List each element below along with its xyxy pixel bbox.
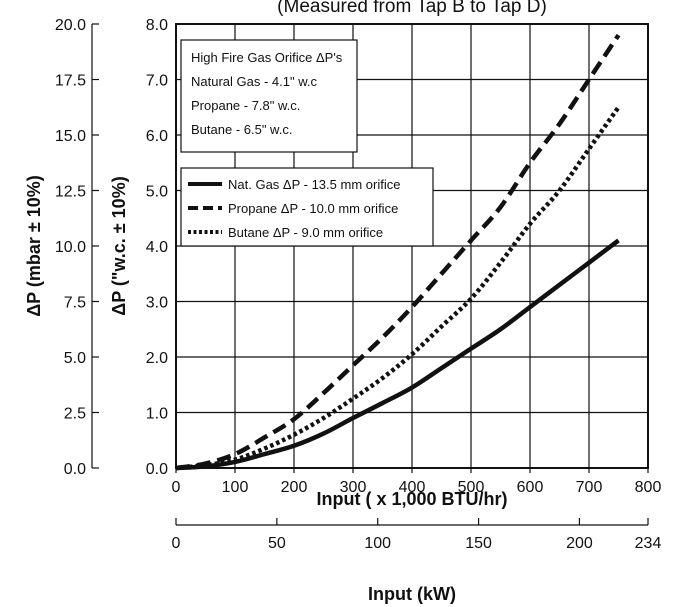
x-tick-label: 100 [222, 479, 249, 496]
x-tick-label: 600 [517, 479, 544, 496]
info-box-line: Butane - 6.5" w.c. [191, 122, 292, 137]
secondary-y-tick-label: 17.5 [55, 73, 86, 90]
info-box-heading: High Fire Gas Orifice ΔP's [191, 50, 343, 65]
x-tick-label: 800 [635, 479, 662, 496]
y-axis-ticks: 0.0 1.0 2.0 3.0 4.0 5.0 6.0 7.0 8.0 [146, 17, 168, 478]
secondary-y-tick-label: 2.5 [64, 406, 86, 423]
info-box-line: Natural Gas - 4.1" w.c [191, 74, 317, 89]
secondary-x-tick-label: 100 [364, 535, 391, 552]
chart-title: (Measured from Tap B to Tap D) [277, 0, 547, 17]
series-line-nat-gas [175, 238, 620, 471]
legend: Nat. Gas ΔP - 13.5 mm orifice Propane ΔP… [180, 167, 434, 247]
y-tick-label: 0.0 [146, 461, 168, 478]
x-tick-label: 200 [281, 479, 308, 496]
info-box-line: Propane - 7.8" w.c. [191, 98, 300, 113]
x-tick-label: 700 [576, 479, 603, 496]
x-axis-label: Input ( x 1,000 BTU/hr) [316, 489, 507, 509]
secondary-y-tick-label: 15.0 [55, 128, 86, 145]
secondary-x-tick-label: 0 [172, 535, 181, 552]
y-tick-label: 4.0 [146, 239, 168, 256]
secondary-x-tick-label: 200 [566, 535, 593, 552]
y-tick-label: 7.0 [146, 73, 168, 90]
y-tick-label: 5.0 [146, 184, 168, 201]
series-line-butane [175, 105, 621, 471]
y-tick-label: 8.0 [146, 17, 168, 34]
secondary-y-axis: 0.0 2.5 5.0 7.5 10.0 12.5 15.0 17.5 20.0 [55, 17, 99, 478]
info-box-frame [180, 39, 358, 153]
secondary-x-axis: 0 50 100 150 200 234 [172, 518, 662, 552]
secondary-y-axis-label: ΔP (mbar ± 10%) [24, 175, 44, 317]
y-tick-label: 1.0 [146, 406, 168, 423]
y-tick-label: 6.0 [146, 128, 168, 145]
x-axis-ticks: 0 100 200 300 400 500 600 700 800 [172, 468, 662, 496]
secondary-x-axis-label: Input (kW) [368, 584, 456, 604]
y-tick-label: 2.0 [146, 350, 168, 367]
legend-entry: Nat. Gas ΔP - 13.5 mm orifice [228, 177, 400, 192]
y-axis-label: ΔP ("w.c. ± 10%) [109, 176, 129, 315]
x-tick-label: 500 [458, 479, 485, 496]
secondary-y-tick-label: 5.0 [64, 350, 86, 367]
orifice-info-box: High Fire Gas Orifice ΔP's Natural Gas -… [180, 39, 358, 153]
legend-entry: Butane ΔP - 9.0 mm orifice [228, 225, 383, 240]
secondary-y-tick-label: 20.0 [55, 17, 86, 34]
secondary-y-tick-label: 10.0 [55, 239, 86, 256]
secondary-x-tick-label: 150 [465, 535, 492, 552]
secondary-x-tick-label: 50 [268, 535, 286, 552]
x-tick-label: 0 [172, 479, 181, 496]
legend-entry: Propane ΔP - 10.0 mm orifice [228, 201, 398, 216]
series-lines [175, 33, 621, 471]
secondary-y-tick-label: 12.5 [55, 184, 86, 201]
secondary-y-tick-label: 7.5 [64, 295, 86, 312]
secondary-x-tick-label: 234 [635, 535, 662, 552]
y-tick-label: 3.0 [146, 295, 168, 312]
x-tick-label: 400 [399, 479, 426, 496]
secondary-y-tick-label: 0.0 [64, 461, 86, 478]
legend-frame [180, 167, 434, 247]
x-tick-label: 300 [340, 479, 367, 496]
